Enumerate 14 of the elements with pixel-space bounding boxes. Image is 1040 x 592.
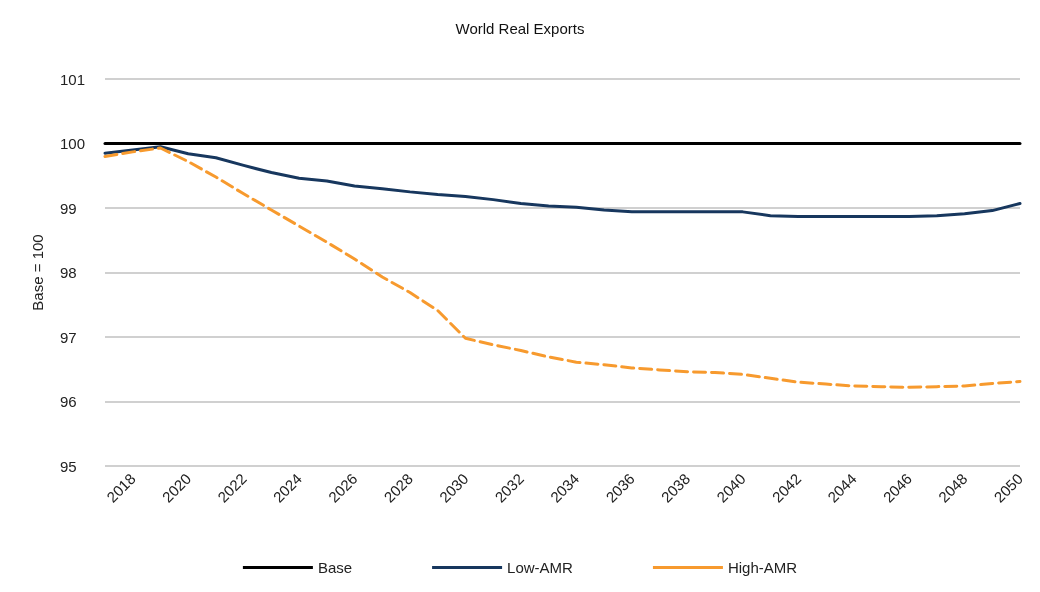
y-tick-label: 97 [60,328,77,346]
y-tick-label: 95 [60,457,77,475]
y-axis-title: Base = 100 [29,234,46,311]
y-tick-label: 98 [60,264,77,281]
legend-label: High-AMR [727,559,798,576]
line-series [103,145,1022,218]
y-tick-label: 96 [60,393,77,410]
legend-label: Base [317,559,353,576]
legend-label: Low-AMR [507,559,574,576]
y-tick-label: 100 [60,135,86,152]
line-series [103,146,1022,389]
y-tick-label: 99 [60,199,77,217]
y-tick-label: 101 [60,70,86,88]
chart-title: World Real Exports [455,20,585,37]
